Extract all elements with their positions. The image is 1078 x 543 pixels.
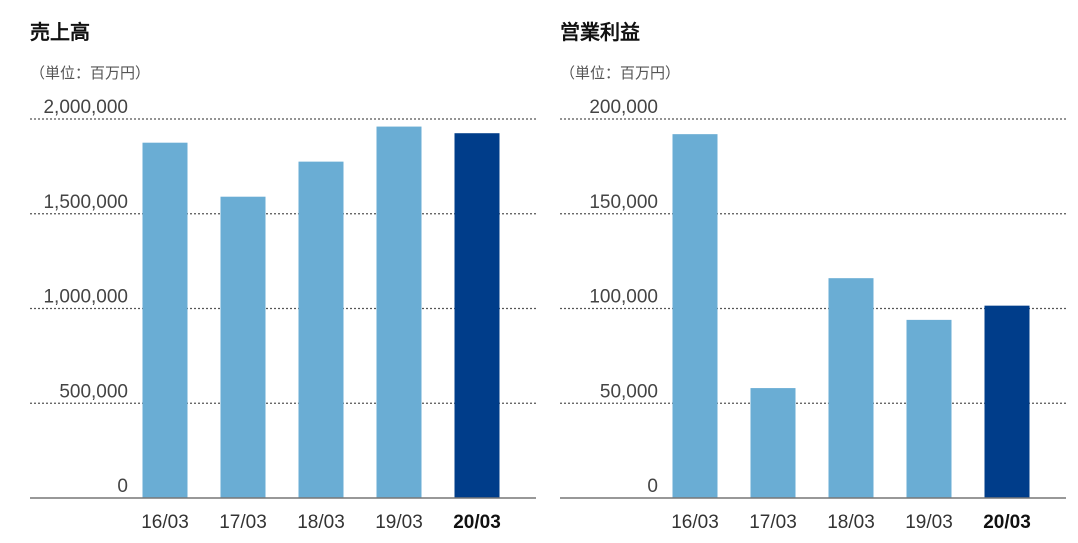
bar bbox=[750, 388, 796, 498]
x-category-label: 17/03 bbox=[749, 512, 797, 533]
bar bbox=[454, 133, 500, 498]
bar bbox=[298, 161, 344, 498]
bar bbox=[672, 134, 718, 498]
bar bbox=[906, 319, 952, 498]
y-tick-label: 2,000,000 bbox=[43, 97, 128, 118]
chart-title: 売上高 bbox=[30, 20, 90, 44]
y-tick-label: 50,000 bbox=[600, 381, 658, 402]
chart-title: 営業利益 bbox=[560, 20, 640, 44]
unit-label: （単位：百万円） bbox=[30, 64, 151, 82]
x-category-label: 18/03 bbox=[297, 512, 345, 533]
operating-profit-bar-chart: 0 50,000 100,000 150,000 200,000 16/03 17/03 18… bbox=[560, 97, 1066, 533]
x-category-label: 17/03 bbox=[219, 512, 267, 533]
unit-label: （単位：百万円） bbox=[560, 64, 681, 82]
x-category-label: 19/03 bbox=[905, 512, 953, 533]
x-category-label: 20/03 bbox=[983, 512, 1031, 533]
y-tick-label: 1,500,000 bbox=[43, 192, 128, 213]
x-category-label: 19/03 bbox=[375, 512, 423, 533]
x-category-label: 18/03 bbox=[827, 512, 875, 533]
bar bbox=[142, 142, 188, 498]
bar bbox=[984, 305, 1030, 498]
y-tick-label: 200,000 bbox=[589, 97, 658, 118]
y-tick-label: 0 bbox=[117, 476, 128, 497]
bar bbox=[828, 278, 874, 498]
bar bbox=[376, 126, 422, 498]
sales-bar-chart: 0 500,000 1,000,000 1,500,000 2,000,000 16/03… bbox=[30, 97, 536, 533]
x-category-label: 16/03 bbox=[141, 512, 189, 533]
y-tick-label: 150,000 bbox=[589, 192, 658, 213]
bar bbox=[220, 196, 266, 498]
y-tick-label: 0 bbox=[647, 476, 658, 497]
x-category-label: 20/03 bbox=[453, 512, 501, 533]
y-tick-label: 1,000,000 bbox=[43, 287, 128, 308]
x-category-label: 16/03 bbox=[671, 512, 719, 533]
y-tick-label: 500,000 bbox=[59, 381, 128, 402]
y-tick-label: 100,000 bbox=[589, 287, 658, 308]
